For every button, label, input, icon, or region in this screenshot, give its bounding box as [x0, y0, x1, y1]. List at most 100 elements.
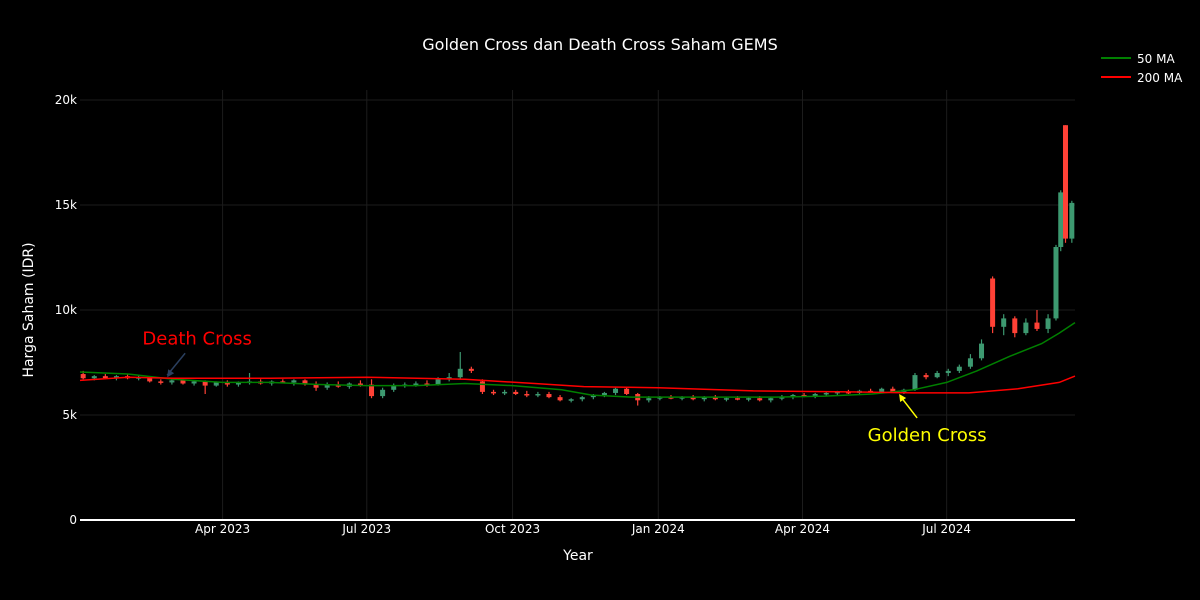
candle-up [967, 358, 973, 367]
ma50-line [79, 321, 1076, 398]
golden-cross-arrowhead [899, 393, 907, 402]
candle-up [1058, 192, 1064, 247]
candle-down [180, 380, 186, 384]
candle-up [413, 383, 419, 385]
candle-down [690, 397, 696, 400]
candle-down [424, 383, 430, 385]
candle-up [191, 381, 197, 384]
candle-up [435, 379, 441, 385]
candle-down [990, 278, 996, 327]
candle-up [579, 397, 585, 400]
candle-up [1069, 202, 1075, 239]
candle-up [213, 382, 219, 386]
gridlines [80, 90, 1075, 520]
candle-up [235, 382, 241, 385]
candle-down [1062, 125, 1068, 239]
candle-up [768, 398, 774, 401]
candle-up [945, 370, 951, 373]
candle-up [657, 397, 663, 399]
candle-down [357, 383, 363, 385]
x-tick-label: Jul 2023 [341, 522, 391, 536]
candle-up [91, 376, 97, 379]
candle-down [147, 377, 153, 382]
candle-down [557, 397, 563, 401]
candle-up [879, 388, 885, 392]
candle-down [546, 394, 552, 398]
candle-down [224, 382, 230, 385]
candle-up [912, 375, 918, 390]
candle-up [324, 384, 330, 388]
legend[interactable]: 50 MA 200 MA [1101, 52, 1183, 85]
candle-down [668, 397, 674, 399]
candle-down [524, 394, 530, 396]
x-tick-label: Jan 2024 [631, 522, 685, 536]
y-tick-label: 5k [62, 408, 77, 422]
candle-down [202, 381, 208, 386]
candle-down [923, 375, 929, 378]
candle-up [779, 397, 785, 399]
candle-down [313, 384, 319, 388]
x-axis: Apr 2023 Jul 2023 Oct 2023 Jan 2024 Apr 2024… [195, 522, 971, 536]
candle-up [113, 376, 119, 379]
candle-down [80, 374, 86, 379]
candle-up [934, 373, 940, 378]
candle-up [1023, 322, 1029, 334]
candle-down [513, 391, 519, 394]
candle-up [1001, 318, 1007, 327]
candle-down [735, 398, 741, 400]
ma200-line [79, 375, 1076, 394]
death-cross-label: Death Cross [142, 328, 252, 349]
candle-up [535, 394, 541, 396]
candle-up [956, 366, 962, 371]
candle-down [102, 376, 108, 379]
candle-up [590, 395, 596, 398]
x-tick-label: Apr 2023 [195, 522, 250, 536]
moving-average-lines [79, 321, 1076, 398]
candle-down [468, 368, 474, 371]
candle-down [369, 384, 375, 397]
candle-down [280, 381, 286, 383]
legend-label-200ma[interactable]: 200 MA [1137, 71, 1183, 85]
candle-up [679, 397, 685, 399]
golden-cross-label: Golden Cross [868, 425, 987, 446]
y-axis: 0 5k 10k 15k 20k [55, 93, 77, 527]
candle-up [568, 399, 574, 401]
candle-up [457, 368, 463, 378]
annotations: Death Cross Golden Cross [142, 328, 986, 446]
candle-up [823, 392, 829, 395]
candle-up [380, 389, 386, 397]
candle-down [158, 381, 164, 383]
candle-up [646, 398, 652, 401]
y-axis-title: Harga Saham (IDR) [21, 242, 37, 377]
candle-down [1012, 318, 1018, 334]
x-tick-label: Jul 2024 [921, 522, 971, 536]
y-tick-label: 0 [69, 513, 77, 527]
candle-down [757, 398, 763, 401]
x-tick-label: Oct 2023 [485, 522, 540, 536]
candle-down [890, 388, 896, 392]
candle-up [1045, 318, 1051, 329]
candle-down [624, 388, 630, 394]
candle-up [979, 343, 985, 359]
y-tick-label: 20k [55, 93, 77, 107]
candle-up [391, 385, 397, 390]
candle-up [701, 397, 707, 400]
candle-up [291, 380, 297, 383]
candle-up [1053, 247, 1059, 319]
candle-down [712, 397, 718, 400]
legend-label-50ma[interactable]: 50 MA [1137, 52, 1175, 66]
chart-title: Golden Cross dan Death Cross Saham GEMS [422, 35, 777, 54]
candle-down [491, 391, 497, 394]
candle-up [169, 380, 175, 383]
candle-down [845, 391, 851, 394]
x-axis-title: Year [562, 548, 593, 564]
candle-up [834, 391, 840, 394]
candle-down [302, 380, 308, 385]
candle-up [812, 394, 818, 397]
candle-up [502, 391, 508, 394]
y-tick-label: 15k [55, 198, 77, 212]
candle-down [1034, 322, 1040, 329]
candle-down [479, 381, 485, 392]
